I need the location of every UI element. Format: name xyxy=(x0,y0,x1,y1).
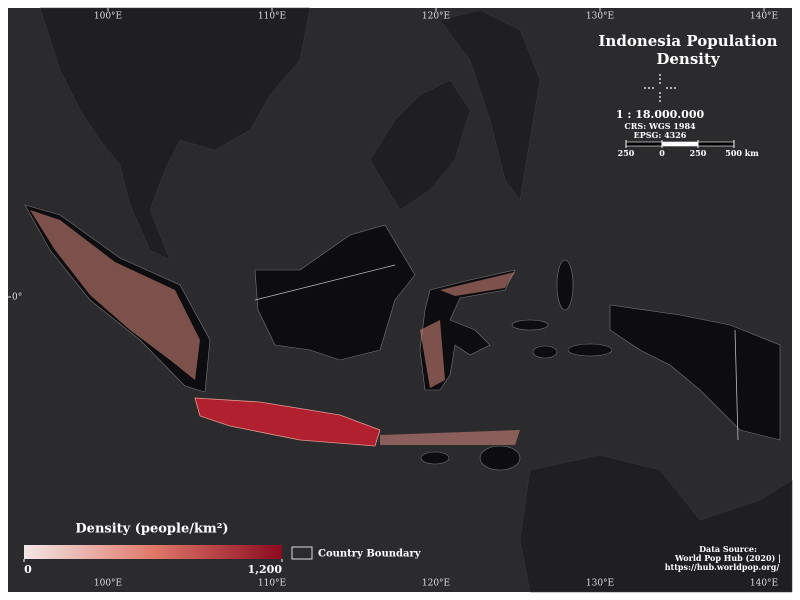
neighbour-land xyxy=(39,7,793,593)
scale-bar-label: 250 xyxy=(618,148,635,158)
longitude-label: 100°E xyxy=(94,579,122,589)
boundary-swatch xyxy=(291,546,313,560)
longitude-label: 120°E xyxy=(422,12,450,22)
source-text: https://hub.worldpop.org/ xyxy=(665,562,780,572)
latitude-label: 0° xyxy=(12,293,22,303)
crs-text: CRS: WGS 1984 xyxy=(624,121,696,131)
longitude-label: 140°E xyxy=(750,12,778,22)
legend-tick-label: 1,200 xyxy=(248,563,283,576)
scale-text: 1 : 18.000.000 xyxy=(616,108,705,121)
map-title-line: Indonesia Population xyxy=(598,32,777,50)
country-boundary xyxy=(734,329,739,441)
java xyxy=(194,397,381,447)
source-text: World Pop Hub (2020) | xyxy=(674,553,781,563)
scale-bar-label: 0 xyxy=(659,148,665,158)
longitude-label: 100°E xyxy=(94,12,122,22)
longitude-label: 140°E xyxy=(750,579,778,589)
legend-tick-label: 0 xyxy=(24,563,32,576)
scale-bar-label: 500 km xyxy=(725,148,759,158)
scale-bar-segment xyxy=(661,141,699,147)
longitude-label: 120°E xyxy=(422,579,450,589)
color-bar xyxy=(24,545,282,559)
longitude-label: 130°E xyxy=(586,12,614,22)
north-arrow xyxy=(644,74,676,102)
scale-bar-segment xyxy=(625,141,663,147)
longitude-label: 110°E xyxy=(258,12,286,22)
boundary-label: Country Boundary xyxy=(318,549,422,560)
legend-title: Density (people/km²) xyxy=(75,522,228,537)
epsg-text: EPSG: 4326 xyxy=(634,130,687,140)
map-title-line: Density xyxy=(656,50,721,68)
longitude-label: 110°E xyxy=(258,579,286,589)
density-pattern xyxy=(30,210,520,445)
scale-bar-label: 250 xyxy=(690,148,707,158)
longitude-label: 130°E xyxy=(586,579,614,589)
source-text: Data Source: xyxy=(699,544,757,554)
scale-bar-segment xyxy=(697,141,735,147)
country-boundary xyxy=(254,264,396,301)
